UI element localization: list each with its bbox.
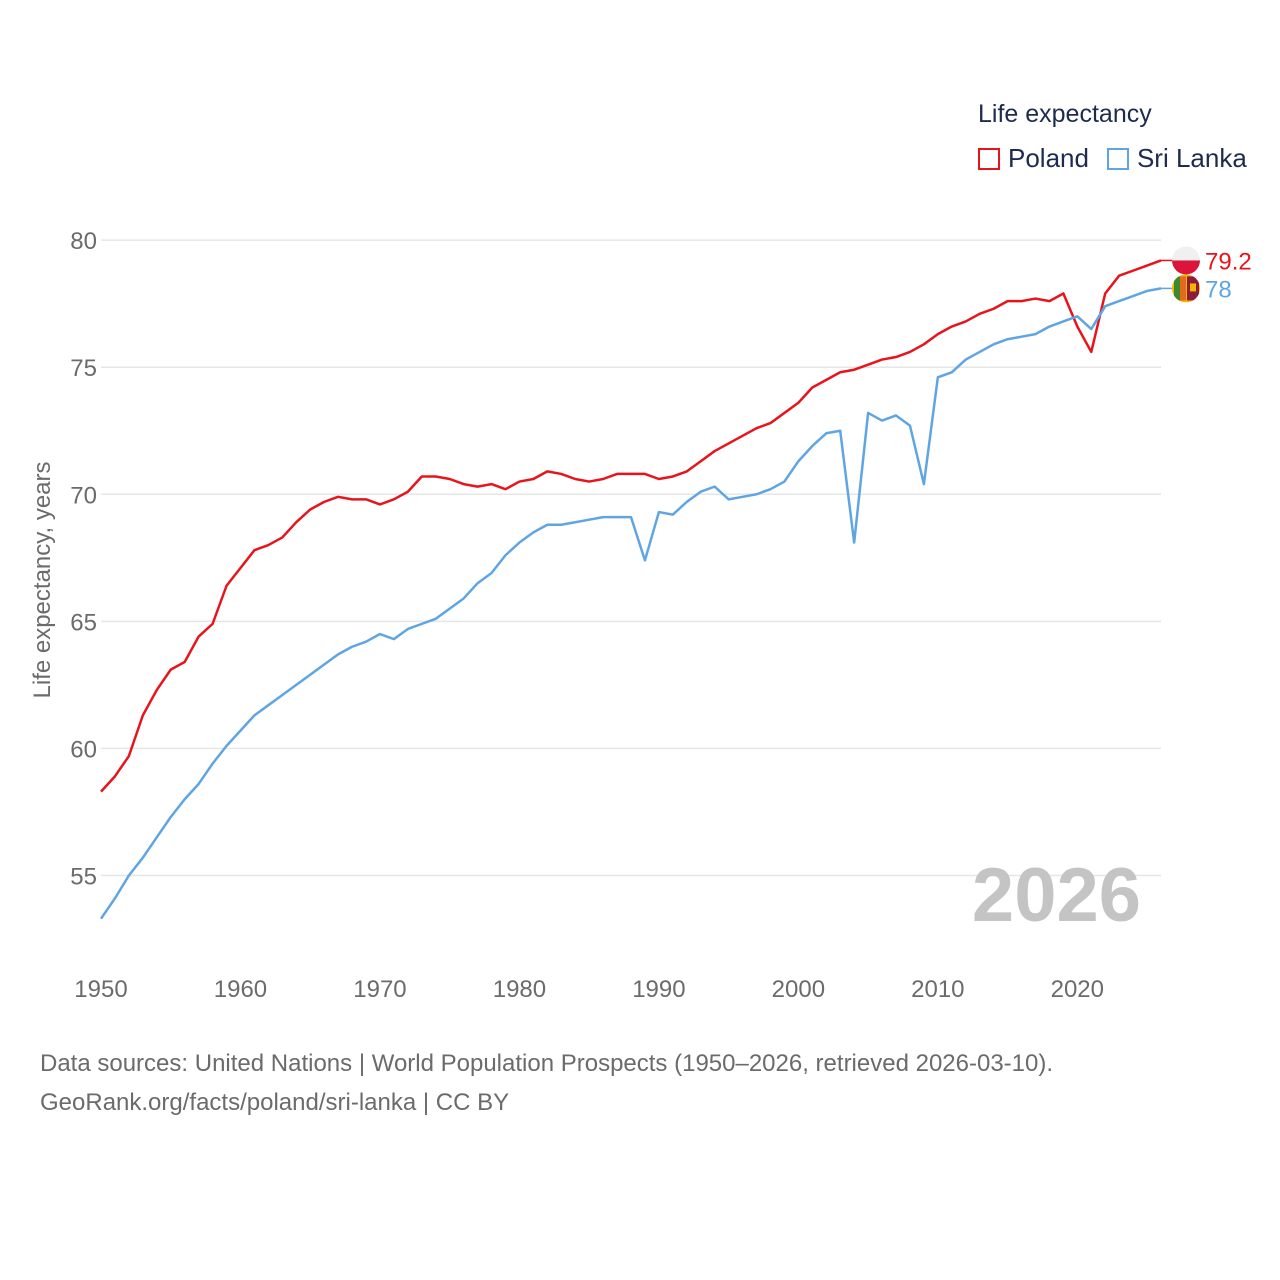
legend-swatch-poland: [978, 147, 1000, 170]
y-tick-label: 65: [70, 609, 97, 636]
x-tick-label: 2000: [772, 976, 825, 1003]
legend: Life expectancy Poland Sri Lanka: [978, 100, 1265, 174]
x-tick-label: 2010: [911, 976, 964, 1003]
x-tick-label: 1950: [74, 976, 127, 1003]
legend-title: Life expectancy: [978, 100, 1152, 128]
grid-lines: [101, 239, 1161, 877]
data-sources: Data sources: United Nations | World Pop…: [40, 1044, 1053, 1122]
x-tick-label: 1980: [493, 976, 546, 1003]
poland-flag-icon: [1172, 246, 1200, 275]
y-tick-label: 70: [70, 482, 97, 509]
legend-item-sri-lanka[interactable]: Sri Lanka: [1106, 143, 1247, 174]
x-tick-label: 1990: [632, 976, 685, 1003]
sources-line-1: Data sources: United Nations | World Pop…: [40, 1050, 1054, 1077]
legend-item-poland[interactable]: Poland: [978, 143, 1089, 174]
legend-swatch-sri-lanka: [1106, 147, 1129, 170]
x-tick-label: 1970: [353, 976, 406, 1003]
legend-label-poland: Poland: [1008, 143, 1089, 173]
series-lines[interactable]: [99, 259, 1162, 920]
series-end-markers: 79.278: [1161, 246, 1252, 303]
y-axis-label: Life expectancy, years: [29, 461, 56, 698]
series-line-sri-lanka[interactable]: [99, 287, 1162, 920]
sri-lanka-flag-icon: [1172, 274, 1200, 303]
y-tick-label: 75: [70, 355, 97, 382]
y-tick-label: 60: [70, 736, 97, 763]
y-tick-label: 55: [70, 863, 97, 890]
series-line-poland[interactable]: [100, 259, 1162, 793]
x-tick-label: 2020: [1051, 976, 1104, 1003]
end-value-label-poland: 79.2: [1205, 248, 1252, 275]
y-axis-ticks: 55 60 65 70 75 80: [70, 228, 97, 890]
sources-line-2[interactable]: GeoRank.org/facts/poland/sri-lanka | CC …: [40, 1089, 510, 1116]
end-value-label-sri-lanka: 78: [1205, 276, 1232, 303]
x-axis-ticks: 1950 1960 1970 1980 1990 2000 2010 2020: [74, 976, 1104, 1003]
y-tick-label: 80: [70, 228, 97, 255]
legend-label-sri-lanka: Sri Lanka: [1136, 143, 1247, 173]
x-tick-label: 1960: [214, 976, 267, 1003]
current-year-label: 2026: [971, 853, 1141, 938]
